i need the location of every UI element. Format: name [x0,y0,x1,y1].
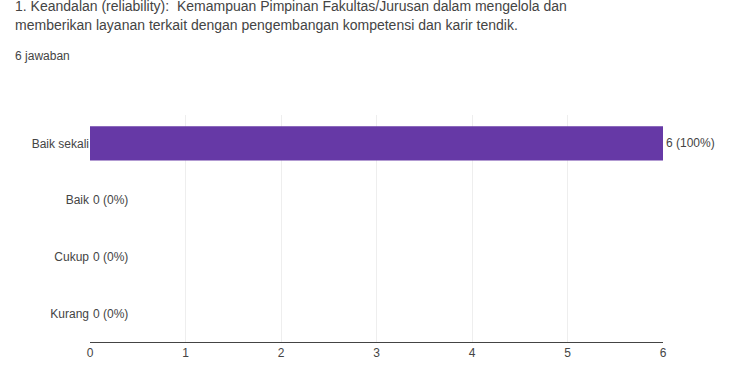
svg-text:3: 3 [373,346,380,360]
svg-text:1: 1 [182,346,189,360]
svg-text:Kurang: Kurang [50,307,89,321]
svg-text:0 (0%): 0 (0%) [93,250,128,264]
svg-text:Cukup: Cukup [54,250,89,264]
svg-text:Baik: Baik [66,193,90,207]
svg-text:0: 0 [87,346,94,360]
svg-text:5: 5 [564,346,571,360]
svg-text:2: 2 [278,346,285,360]
svg-text:0 (0%): 0 (0%) [93,193,128,207]
svg-text:4: 4 [469,346,476,360]
svg-text:1. Keandalan (reliability): K: 1. Keandalan (reliability): Kemampuan Pi… [15,0,567,33]
svg-text:6 jawaban: 6 jawaban [15,49,70,63]
svg-text:6 (100%): 6 (100%) [666,136,715,150]
svg-text:0 (0%): 0 (0%) [93,307,128,321]
svg-text:Baik sekali: Baik sekali [32,137,89,151]
svg-text:6: 6 [660,346,667,360]
